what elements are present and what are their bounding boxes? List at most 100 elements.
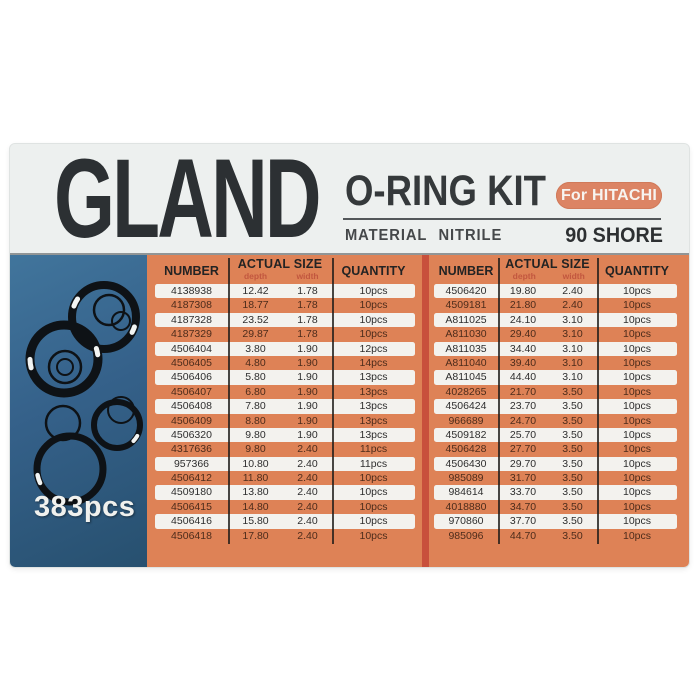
- product-title: O-RING KIT: [345, 167, 547, 215]
- cell-depth: 44.40: [509, 371, 537, 384]
- cell-quantity: 10pcs: [622, 356, 652, 369]
- cell-width: 2.40: [562, 299, 583, 312]
- cell-quantity: 10pcs: [359, 472, 388, 485]
- cell-quantity: 13pcs: [359, 385, 388, 398]
- parts-table-right: NUMBER ACTUAL SIZE depth width QUANTITY …: [429, 255, 689, 567]
- table-row: 4506415 14.80 2.40 10pcs: [155, 500, 415, 514]
- table-row: 4506408 7.80 1.90 13pcs: [155, 399, 415, 414]
- actual-size-column-header: ACTUAL SIZE depth width: [228, 257, 332, 284]
- table-body: 4506420 19.80 2.40 10pcs 4509181 21.80 2.40 10p…: [434, 284, 677, 543]
- table-row: 4506407 6.80 1.90 13pcs: [155, 385, 415, 399]
- cell-number: 4506408: [171, 400, 212, 413]
- cell-quantity: 10pcs: [622, 500, 652, 513]
- parts-table-left: NUMBER ACTUAL SIZE depth width QUANTITY …: [147, 255, 422, 567]
- cell-number: A811030: [445, 328, 487, 341]
- cell-number: 966689: [448, 414, 484, 427]
- cell-quantity: 10pcs: [622, 299, 652, 312]
- table-row: A811035 34.40 3.10 10pcs: [434, 341, 677, 356]
- cell-width: 1.90: [297, 428, 318, 441]
- actual-size-label: ACTUAL SIZE: [505, 257, 590, 271]
- cell-width: 1.78: [297, 299, 318, 312]
- cell-quantity: 10pcs: [359, 486, 388, 499]
- cell-depth: 10.80: [242, 457, 269, 470]
- table-row: 970860 37.70 3.50 10pcs: [434, 514, 677, 529]
- cell-width: 3.50: [562, 428, 583, 441]
- cell-depth: 18.77: [242, 299, 269, 312]
- cell-depth: 3.80: [245, 342, 266, 355]
- cell-width: 3.50: [562, 529, 583, 542]
- cell-quantity: 10pcs: [622, 486, 652, 499]
- cell-quantity: 13pcs: [359, 371, 388, 384]
- cell-number: 4506320: [171, 428, 212, 441]
- cell-quantity: 10pcs: [622, 328, 652, 341]
- cell-quantity: 11pcs: [359, 443, 388, 456]
- cell-quantity: 10pcs: [622, 371, 652, 384]
- cell-number: 4506407: [171, 385, 212, 398]
- cell-depth: 11.80: [242, 472, 269, 485]
- cell-number: 4506415: [171, 500, 212, 513]
- cell-width: 3.50: [562, 414, 583, 427]
- table-row: 4028265 21.70 3.50 10pcs: [434, 385, 677, 399]
- table-row: 4506405 4.80 1.90 14pcs: [155, 356, 415, 370]
- header-divider: [10, 253, 689, 255]
- table-row: 4509180 13.80 2.40 10pcs: [155, 485, 415, 500]
- cell-number: 4187328: [171, 313, 212, 326]
- cell-width: 2.40: [297, 500, 318, 513]
- table-row: A811040 39.40 3.10 10pcs: [434, 356, 677, 370]
- cell-depth: 12.42: [242, 285, 269, 297]
- badge-label: For HITACHI: [560, 186, 658, 204]
- cell-number: 4509180: [171, 486, 212, 499]
- cell-width: 3.50: [562, 515, 583, 528]
- brand-title: GLAND: [54, 144, 322, 261]
- table-row: 4018880 34.70 3.50 10pcs: [434, 500, 677, 514]
- cell-depth: 17.80: [242, 529, 269, 542]
- column-divider: [228, 258, 230, 544]
- cell-number: 4506412: [171, 472, 212, 485]
- number-column-header: NUMBER: [164, 263, 219, 278]
- cell-width: 1.90: [297, 400, 318, 413]
- cell-number: 4506424: [445, 400, 487, 413]
- cell-width: 2.40: [297, 472, 318, 485]
- cell-width: 1.78: [297, 313, 318, 326]
- depth-subheader: depth: [243, 271, 268, 281]
- oring-rings-art: [25, 281, 143, 506]
- cell-depth: 23.70: [509, 400, 537, 413]
- cell-width: 2.40: [562, 285, 583, 297]
- cell-quantity: 10pcs: [359, 328, 388, 341]
- table-row: 4317636 9.80 2.40 11pcs: [155, 442, 415, 456]
- table-row: 984614 33.70 3.50 10pcs: [434, 485, 677, 500]
- cell-number: 4018880: [445, 500, 487, 513]
- cell-depth: 44.70: [509, 529, 537, 542]
- cell-quantity: 12pcs: [359, 342, 388, 355]
- cell-number: 4506430: [445, 457, 487, 470]
- cell-depth: 34.40: [509, 342, 537, 355]
- table-row: 985089 31.70 3.50 10pcs: [434, 471, 677, 485]
- cell-quantity: 10pcs: [622, 313, 652, 326]
- cell-depth: 9.80: [245, 428, 266, 441]
- cell-quantity: 10pcs: [622, 342, 652, 355]
- cell-width: 3.10: [562, 356, 583, 369]
- cell-number: 4509181: [445, 299, 487, 312]
- cell-width: 1.90: [297, 342, 318, 355]
- table-row: 4506430 29.70 3.50 10pcs: [434, 456, 677, 472]
- cell-depth: 29.70: [509, 457, 537, 470]
- cell-quantity: 10pcs: [622, 285, 652, 297]
- table-row: 4187308 18.77 1.78 10pcs: [155, 298, 415, 312]
- cell-depth: 39.40: [509, 356, 537, 369]
- cell-width: 3.50: [562, 486, 583, 499]
- cell-number: 4509182: [445, 428, 487, 441]
- table-header: NUMBER ACTUAL SIZE depth width QUANTITY: [434, 257, 677, 284]
- table-row: 985096 44.70 3.50 10pcs: [434, 529, 677, 543]
- table-header: NUMBER ACTUAL SIZE depth width QUANTITY: [155, 257, 415, 284]
- cell-number: A811045: [445, 371, 487, 384]
- number-column-header: NUMBER: [438, 263, 494, 278]
- cell-depth: 19.80: [509, 285, 537, 297]
- cell-width: 1.90: [297, 385, 318, 398]
- cell-depth: 25.70: [509, 428, 537, 441]
- cell-width: 2.40: [297, 457, 318, 470]
- cell-depth: 21.70: [509, 385, 537, 398]
- column-divider: [332, 258, 334, 544]
- table-row: 4506416 15.80 2.40 10pcs: [155, 514, 415, 529]
- cell-width: 2.40: [297, 486, 318, 499]
